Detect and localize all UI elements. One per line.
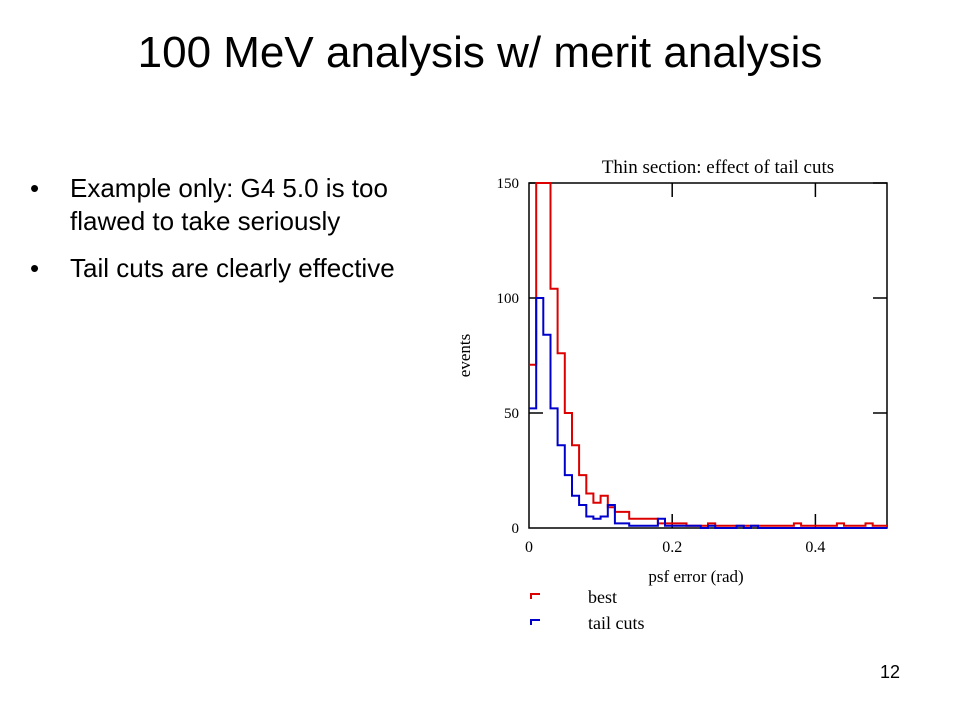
bullet-marker: •	[30, 173, 40, 203]
legend-label-tail-cuts: tail cuts	[588, 613, 645, 633]
series-line-best	[529, 182, 887, 527]
legend-swatch-tail-cuts	[530, 619, 540, 625]
x-axis-label: psf error (rad)	[648, 567, 743, 586]
slide-title: 100 MeV analysis w/ merit analysis	[137, 28, 823, 77]
y-axis-label: events	[455, 334, 474, 377]
bullet-item: • Example only: G4 5.0 is too flawed to …	[30, 172, 420, 238]
legend-label-best: best	[588, 587, 617, 607]
y-tick-label: 100	[497, 291, 520, 307]
y-tick-label: 50	[504, 406, 519, 422]
histogram-chart: Thin section: effect of tail cuts 0 50 100 1…	[455, 157, 888, 633]
x-tick-label: 0.2	[662, 539, 682, 556]
bullet-text: Example only: G4 5.0 is too flawed to ta…	[70, 173, 388, 236]
x-tick-label: 0.4	[805, 539, 825, 556]
series-line-tail-cuts	[529, 297, 887, 529]
bullet-list: • Example only: G4 5.0 is too flawed to …	[30, 172, 420, 299]
y-tick-label: 0	[512, 521, 520, 537]
y-tick-label: 150	[497, 176, 520, 192]
legend-swatch-best	[530, 593, 540, 599]
plot-frame	[528, 182, 888, 529]
chart-title: Thin section: effect of tail cuts	[602, 157, 834, 178]
bullet-text: Tail cuts are clearly effective	[70, 253, 395, 283]
bullet-marker: •	[30, 253, 40, 283]
page-number: 12	[879, 662, 900, 682]
bullet-item: • Tail cuts are clearly effective	[30, 252, 420, 285]
x-tick-label: 0	[525, 539, 533, 556]
